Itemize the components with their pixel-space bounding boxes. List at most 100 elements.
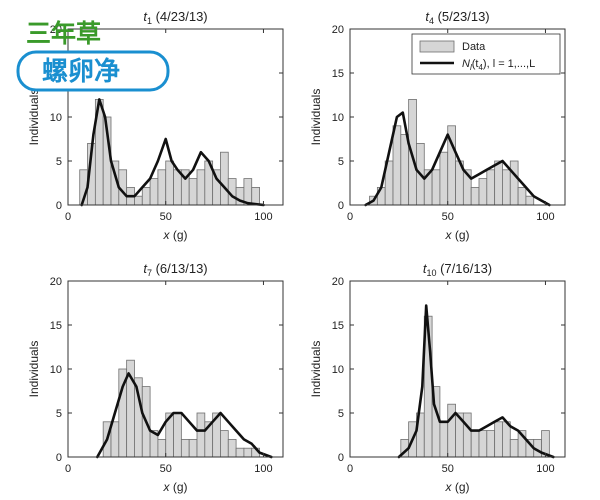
x-tick-label: 0 (65, 211, 71, 223)
chart-panel-3: 0 50 100 0 5 10 15 20 t7 (6/13/13) x (g) Individua… (27, 261, 284, 494)
histogram-bar (486, 169, 496, 206)
histogram-bar (509, 160, 519, 206)
histogram-bar (227, 438, 237, 458)
y-tick-label: 15 (332, 320, 344, 332)
legend-line-label: Nl(t4), l = 1,...,L (462, 58, 535, 72)
histogram-bar (110, 421, 120, 458)
histogram-bar (196, 412, 206, 458)
panel-title-base: t (425, 9, 430, 24)
panel-title-date: (5/23/13) (434, 9, 490, 24)
y-tick-label: 10 (332, 364, 344, 376)
panel-title: t4 (5/23/13) (425, 9, 489, 26)
panel-title-subscript: 1 (147, 16, 152, 26)
x-tick-label: 50 (160, 463, 172, 475)
y-tick-label: 0 (338, 452, 344, 464)
x-axis-label: x (g) (163, 228, 188, 242)
histogram-bar (502, 169, 511, 206)
x-axis-label-var: x (163, 228, 171, 242)
y-tick-label: 5 (56, 408, 62, 420)
x-axis-label-var: x (445, 228, 453, 242)
histogram-bar (509, 438, 519, 458)
y-tick-label: 20 (332, 276, 344, 288)
panel-title-base: t (143, 9, 148, 24)
y-tick-label: 10 (332, 112, 344, 124)
histogram-bar (486, 430, 496, 458)
histogram-bar (462, 412, 472, 458)
histogram-bar (494, 160, 503, 206)
panel-title-base: t (143, 261, 148, 276)
histogram-bar (494, 421, 503, 458)
histogram-bar (188, 178, 198, 206)
y-tick-label: 5 (56, 156, 62, 168)
y-axis-label: Individuals (309, 89, 323, 146)
histogram-bar (400, 134, 410, 206)
model-curve (96, 372, 273, 459)
x-tick-label: 50 (442, 211, 454, 223)
histogram-bar (196, 169, 206, 206)
y-tick-label: 10 (50, 364, 62, 376)
x-axis-label-unit: (g) (170, 228, 188, 242)
logo-line1: 三年草 (26, 19, 101, 48)
x-tick-label: 100 (536, 211, 554, 223)
histogram-bar (180, 438, 190, 458)
histogram-bar (173, 412, 182, 458)
x-axis-label: x (g) (445, 480, 470, 494)
legend-bar-label: Data (462, 41, 486, 53)
histogram-bar (431, 169, 441, 206)
y-tick-label: 20 (50, 276, 62, 288)
y-axis-label: Individuals (309, 341, 323, 398)
y-tick-label: 15 (50, 320, 62, 332)
y-tick-label: 20 (50, 24, 62, 36)
brand-logo: 三年草 螺卵净 (16, 19, 170, 92)
y-axis-label: Individuals (27, 341, 41, 398)
histogram-bar (470, 186, 480, 206)
x-axis-label-var: x (445, 480, 453, 494)
panel-title-subscript: 4 (429, 16, 434, 26)
histogram-bar (478, 430, 488, 458)
histogram-bar (173, 169, 182, 206)
y-axis-label: Individuals (27, 89, 41, 146)
histogram-bar (165, 160, 174, 206)
histogram-bar (134, 195, 143, 206)
x-axis-label-unit: (g) (452, 480, 470, 494)
x-axis-label-var: x (163, 480, 171, 494)
panel-title: t7 (6/13/13) (143, 261, 207, 278)
model-curve (80, 98, 265, 207)
panel-title-subscript: 10 (426, 268, 436, 278)
x-axis-label-unit: (g) (170, 480, 188, 494)
x-tick-label: 100 (254, 463, 272, 475)
histogram-bar (502, 421, 511, 458)
y-tick-label: 20 (332, 24, 344, 36)
y-tick-label: 0 (56, 200, 62, 212)
x-tick-label: 0 (347, 211, 353, 223)
histogram-bar (157, 438, 167, 458)
x-tick-label: 100 (536, 463, 554, 475)
histogram-bar (157, 169, 167, 206)
x-axis-label: x (g) (163, 480, 188, 494)
histogram-bar (439, 421, 449, 458)
x-axis-label: x (g) (445, 228, 470, 242)
legend-line-mid: (t (472, 58, 479, 70)
histogram-bar (220, 430, 229, 458)
y-tick-label: 0 (338, 200, 344, 212)
model-curve (364, 111, 551, 207)
y-tick-label: 15 (332, 68, 344, 80)
legend-line-rest: ), l = 1,...,L (483, 58, 535, 70)
panel-title-base: t (423, 261, 428, 276)
histogram-bar (141, 186, 151, 206)
histogram-bar (243, 447, 253, 458)
histogram-bar (525, 195, 535, 206)
panel-title: t10 (7/16/13) (423, 261, 492, 278)
y-tick-label: 5 (338, 156, 344, 168)
panel-title-date: (6/13/13) (152, 261, 208, 276)
histogram-bar (220, 151, 229, 206)
y-tick-label: 0 (56, 452, 62, 464)
legend-line-subscript-2: 4 (478, 63, 483, 72)
x-tick-label: 100 (254, 211, 272, 223)
histogram-bar (235, 447, 245, 458)
legend-line-subscript: l (470, 63, 472, 72)
